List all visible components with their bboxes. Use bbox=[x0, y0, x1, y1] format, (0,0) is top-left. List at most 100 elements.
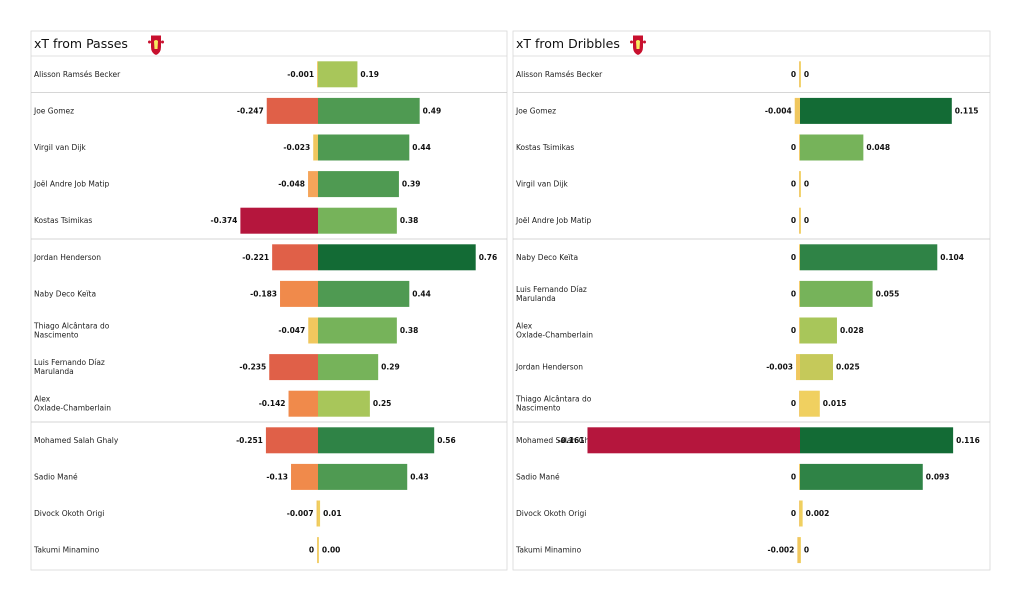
bar-positive bbox=[318, 463, 408, 490]
bar-positive bbox=[318, 244, 476, 271]
crest-flame-right bbox=[161, 40, 164, 44]
value-label-negative: 0 bbox=[791, 180, 796, 189]
value-label-positive: 0 bbox=[804, 180, 809, 189]
bar-negative bbox=[799, 280, 800, 307]
player-row: Luis Fernando Díaz Marulanda -0.235 0.29 bbox=[34, 354, 400, 381]
bar-positive bbox=[318, 171, 399, 198]
player-name-line: Marulanda bbox=[516, 294, 556, 303]
bar-positive bbox=[800, 280, 873, 307]
value-label-negative: -0.13 bbox=[266, 472, 288, 481]
bar-negative bbox=[265, 427, 318, 454]
value-label-negative: -0.003 bbox=[766, 363, 793, 372]
player-name-line: Luis Fernando Díaz bbox=[34, 358, 105, 367]
player-row: Mohamed Salah Ghaly-0.161 0.116 bbox=[516, 427, 980, 454]
value-label-negative: -0.004 bbox=[765, 106, 792, 115]
player-name: Virgil van Dijk bbox=[516, 180, 568, 189]
value-label-positive: 0.19 bbox=[360, 70, 379, 79]
value-label-positive: 0.38 bbox=[400, 326, 419, 335]
value-label-positive: 0.76 bbox=[479, 253, 498, 262]
value-label-positive: 0.44 bbox=[412, 143, 431, 152]
bar-negative bbox=[799, 500, 800, 527]
bar-negative bbox=[799, 390, 800, 417]
value-label-negative: 0 bbox=[791, 509, 796, 518]
player-name: Takumi Minamino bbox=[33, 546, 100, 555]
value-label-negative: 0 bbox=[791, 216, 796, 225]
player-row: Takumi Minamino 0 0.00 bbox=[33, 537, 341, 564]
bar-positive bbox=[800, 207, 801, 234]
value-label-negative: 0 bbox=[791, 289, 796, 298]
bar-positive bbox=[318, 500, 321, 527]
value-label-negative: -0.247 bbox=[237, 106, 264, 115]
bar-positive bbox=[800, 427, 954, 454]
bar-negative bbox=[799, 244, 800, 271]
crest-flame-left bbox=[148, 40, 151, 44]
value-label-negative: -0.023 bbox=[283, 143, 310, 152]
player-name: Mohamed Salah Ghaly bbox=[34, 436, 119, 445]
player-name: Luis Fernando Díaz Marulanda bbox=[516, 285, 587, 303]
bar-positive bbox=[318, 354, 379, 381]
bar-positive bbox=[800, 390, 820, 417]
liverpool-crest-icon bbox=[148, 35, 164, 55]
player-name: Joël Andre Job Matip bbox=[515, 216, 591, 225]
crest-flame-left bbox=[630, 40, 633, 44]
value-label-positive: 0.01 bbox=[323, 509, 342, 518]
player-row: Virgil van Dijk -0.023 0.44 bbox=[34, 134, 431, 161]
player-name: Kostas Tsimikas bbox=[516, 143, 574, 152]
crest-top bbox=[633, 35, 643, 38]
value-label-negative: -0.235 bbox=[239, 363, 266, 372]
player-row: Luis Fernando Díaz Marulanda 0 0.055 bbox=[516, 280, 899, 307]
value-label-positive: 0.44 bbox=[412, 289, 431, 298]
player-row: Joe Gomez -0.004 0.115 bbox=[515, 97, 979, 124]
value-label-positive: 0.43 bbox=[410, 472, 429, 481]
value-label-negative: -0.142 bbox=[259, 399, 286, 408]
bar-negative bbox=[280, 280, 318, 307]
value-label-positive: 0 bbox=[804, 216, 809, 225]
player-name-line: Oxlade-Chamberlain bbox=[34, 404, 111, 413]
player-name: Divock Okoth Origi bbox=[34, 509, 104, 518]
value-label-positive: 0.015 bbox=[823, 399, 847, 408]
player-name: Naby Deco Keïta bbox=[516, 253, 578, 262]
player-row: Thiago Alcântara do Nascimento -0.047 0.38 bbox=[33, 317, 419, 344]
value-label-negative: -0.048 bbox=[278, 180, 305, 189]
player-name: Joël Andre Job Matip bbox=[33, 180, 109, 189]
bar-positive bbox=[800, 244, 938, 271]
player-row: Kostas Tsimikas 0 0.048 bbox=[516, 134, 890, 161]
player-row: Alisson Ramsés Becker 0 0 bbox=[516, 61, 809, 88]
value-label-negative: -0.047 bbox=[278, 326, 305, 335]
crest-liverbird bbox=[154, 40, 158, 49]
bar-negative bbox=[799, 207, 800, 234]
bar-negative bbox=[317, 61, 318, 88]
player-name: Alex Oxlade-Chamberlain bbox=[516, 322, 593, 340]
value-label-positive: 0.00 bbox=[322, 546, 341, 555]
bar-negative bbox=[797, 537, 800, 564]
bar-negative bbox=[308, 317, 318, 344]
value-label-negative: -0.183 bbox=[250, 289, 277, 298]
player-name: Alex Oxlade-Chamberlain bbox=[34, 395, 111, 413]
bar-negative bbox=[288, 390, 318, 417]
bar-positive bbox=[318, 207, 397, 234]
bar-negative bbox=[317, 537, 318, 564]
player-row: Divock Okoth Origi 0 0.002 bbox=[516, 500, 829, 527]
value-label-positive: 0.115 bbox=[955, 106, 979, 115]
bar-negative bbox=[799, 61, 800, 88]
value-label-negative: 0 bbox=[791, 472, 796, 481]
player-row: Virgil van Dijk 0 0 bbox=[516, 171, 809, 198]
player-name: Sadio Mané bbox=[516, 472, 560, 481]
player-name: Luis Fernando Díaz Marulanda bbox=[34, 358, 105, 376]
value-label-positive: 0.028 bbox=[840, 326, 864, 335]
player-name: Jordan Henderson bbox=[33, 253, 101, 262]
bar-positive bbox=[318, 390, 370, 417]
player-row: Sadio Mané -0.13 0.43 bbox=[34, 463, 429, 490]
bar-positive bbox=[800, 463, 923, 490]
player-row: Alex Oxlade-Chamberlain -0.142 0.25 bbox=[34, 390, 391, 417]
player-name: Kostas Tsimikas bbox=[34, 216, 92, 225]
player-row: Takumi Minamino -0.002 0 bbox=[515, 537, 809, 564]
bar-positive bbox=[800, 134, 864, 161]
player-row: Jordan Henderson -0.003 0.025 bbox=[515, 354, 860, 381]
bar-positive bbox=[800, 354, 833, 381]
player-row: Jordan Henderson -0.221 0.76 bbox=[33, 244, 498, 271]
bar-negative bbox=[313, 134, 318, 161]
bar-positive bbox=[318, 97, 420, 124]
player-name: Naby Deco Keïta bbox=[34, 289, 96, 298]
